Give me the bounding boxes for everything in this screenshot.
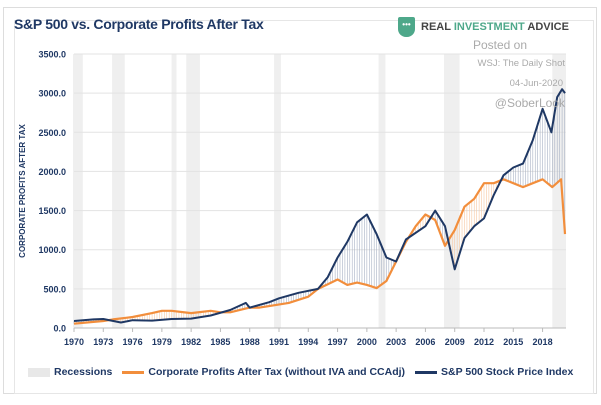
- x-tick-label: 2009: [445, 337, 465, 347]
- shield-icon: •••: [398, 17, 415, 37]
- x-tick-label: 1985: [210, 337, 230, 347]
- x-tick-label: 2003: [386, 337, 406, 347]
- y-tick-label: 500.0: [43, 284, 66, 294]
- logo-word: INVESTMENT: [453, 21, 525, 33]
- y-tick-label: 0.0: [53, 324, 66, 334]
- legend-recessions: Recessions: [28, 366, 112, 378]
- legend-profits: Corporate Profits After Tax (without IVA…: [122, 366, 405, 378]
- recession-band: [378, 54, 386, 328]
- recession-band: [112, 54, 125, 328]
- source-label: WSJ: The Daily Shot: [477, 58, 565, 69]
- x-tick-label: 1991: [269, 337, 289, 347]
- x-tick-label: 1982: [181, 337, 201, 347]
- x-tick-label: 1979: [152, 337, 172, 347]
- legend-sp500: S&P 500 Stock Price Index: [415, 366, 573, 378]
- chart-frame: [3, 7, 597, 394]
- sp500-line: [73, 88, 566, 324]
- legend-swatch: [415, 370, 438, 374]
- posted-on: Posted on: [472, 38, 527, 52]
- y-tick-label: 3000.0: [38, 89, 66, 99]
- x-tick-label: 2015: [503, 337, 523, 347]
- recession-band: [186, 54, 200, 328]
- legend: Recessions Corporate Profits After Tax (…: [28, 366, 573, 378]
- x-tick-label: 2000: [357, 337, 377, 347]
- recession-band: [552, 54, 566, 328]
- y-tick-label: 1000.0: [38, 245, 66, 255]
- legend-swatch: [122, 370, 145, 374]
- y-tick-label: 2000.0: [38, 167, 66, 177]
- logo-word: REAL: [421, 21, 451, 33]
- x-tick-label: 2018: [533, 337, 553, 347]
- x-tick-label: 1994: [298, 337, 318, 347]
- legend-swatch: [28, 367, 50, 377]
- chart-title: S&P 500 vs. Corporate Profits After Tax: [14, 16, 264, 32]
- x-tick-label: 1997: [328, 337, 348, 347]
- real-investment-advice-logo: ••• REAL INVESTMENT ADVICE: [398, 17, 569, 37]
- legend-label: Recessions: [54, 366, 113, 378]
- chart-inner-border: [14, 20, 594, 394]
- recession-band: [274, 54, 281, 328]
- x-tick-label: 1970: [64, 337, 84, 347]
- recession-band: [171, 54, 177, 328]
- date-label: 04-Jun-2020: [509, 78, 563, 89]
- x-tick-label: 2012: [474, 337, 494, 347]
- logo-word: ADVICE: [527, 21, 569, 33]
- handle-label: @SoberLook: [494, 96, 565, 110]
- legend-label: Corporate Profits After Tax (without IVA…: [148, 366, 406, 378]
- x-tick-label: 2006: [415, 337, 435, 347]
- x-tick-label: 1976: [123, 337, 143, 347]
- recession-band: [443, 54, 460, 328]
- y-tick-label: 2500.0: [38, 128, 66, 138]
- recession-band: [73, 54, 83, 328]
- x-tick-label: 1988: [240, 337, 260, 347]
- y-tick-label: 1500.0: [38, 206, 66, 216]
- profits-line: [73, 178, 567, 325]
- legend-label: S&P 500 Stock Price Index: [441, 366, 574, 378]
- y-axis-label: CORPORATE PROFITS AFTER TAX: [18, 124, 27, 258]
- y-tick-label: 3500.0: [38, 50, 66, 60]
- x-tick-label: 1973: [93, 337, 113, 347]
